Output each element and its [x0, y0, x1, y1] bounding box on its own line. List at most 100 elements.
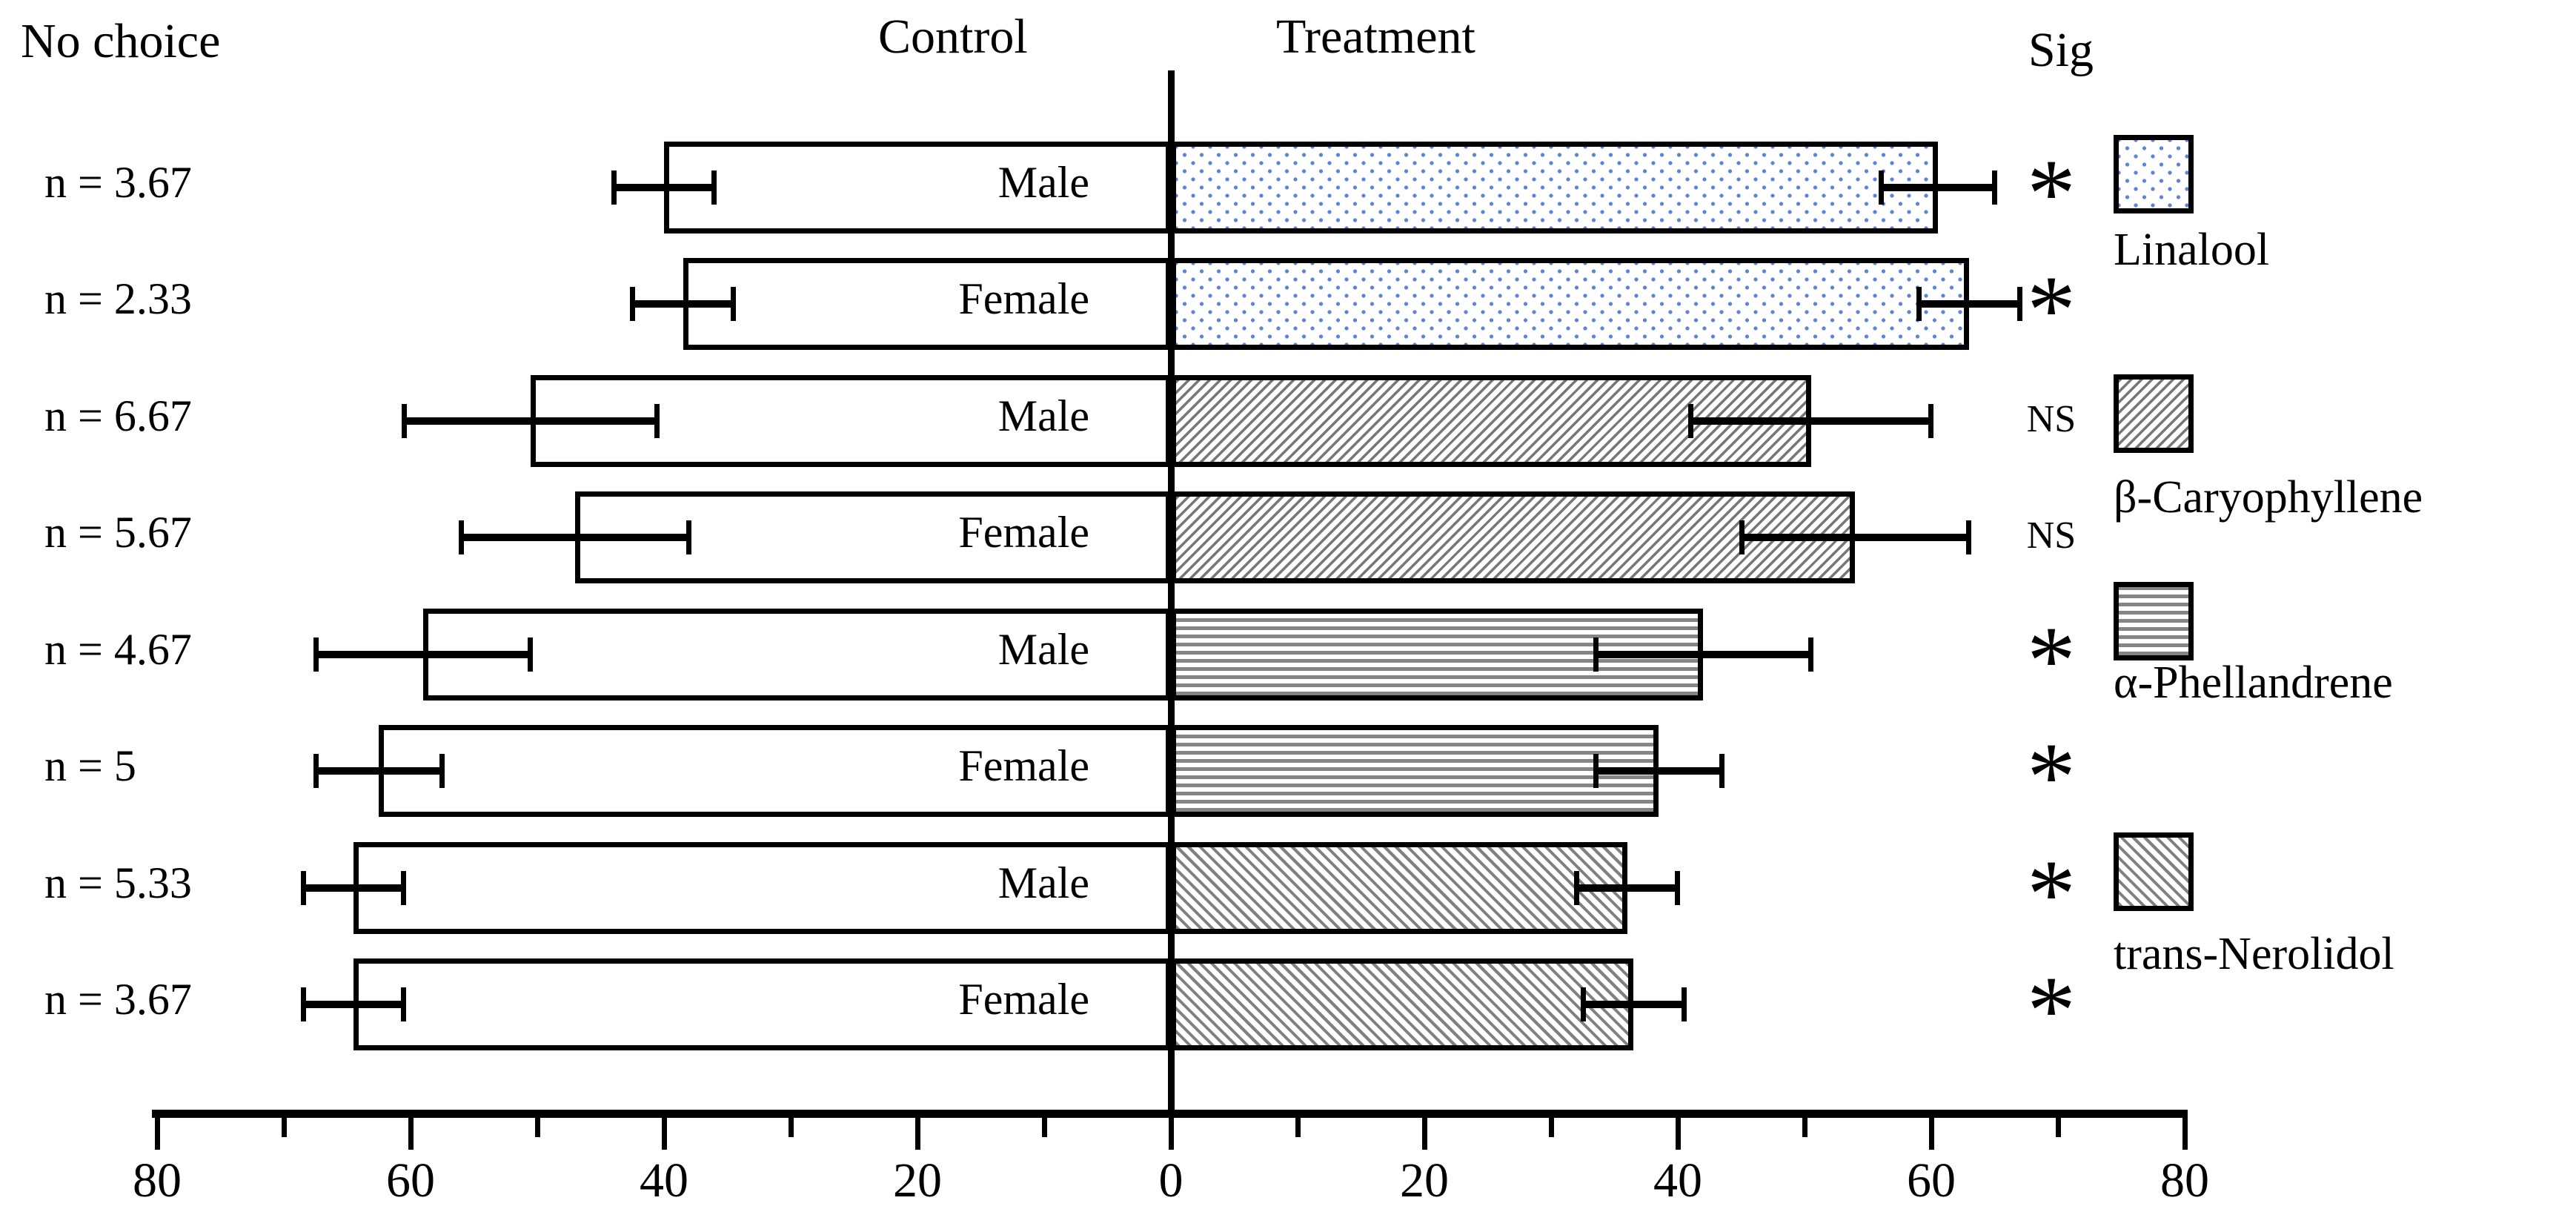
treatment-bar — [1171, 725, 1659, 817]
treatment-error-bar-cap-outer — [1739, 520, 1745, 554]
control-error-bar-line — [632, 300, 734, 308]
n-value-label: n = 5.67 — [44, 508, 192, 557]
x-axis-tick-label: 80 — [2160, 1153, 2209, 1208]
treatment-error-bar-cap-inner — [1966, 520, 1972, 554]
control-bar — [423, 608, 1171, 701]
sig-column-header: Sig — [2028, 23, 2094, 77]
treatment-error-bar-cap-inner — [2016, 287, 2022, 321]
treatment-bar — [1171, 491, 1856, 583]
control-error-bar-cap-inner — [731, 287, 737, 321]
control-error-bar-cap-inner — [528, 637, 534, 672]
x-axis-major-tick — [154, 1117, 160, 1150]
treatment-error-bar-cap-inner — [1719, 754, 1724, 788]
control-error-bar-cap-outer — [300, 987, 306, 1021]
x-axis-major-tick — [1675, 1117, 1681, 1150]
treatment-error-bar-cap-outer — [1593, 637, 1599, 672]
x-axis-major-tick — [661, 1117, 667, 1150]
treatment-error-bar-cap-outer — [1580, 987, 1586, 1021]
treatment-error-bar-line — [1576, 884, 1678, 892]
legend-label: α-Phellandrene — [2114, 658, 2393, 708]
x-axis-tick-label: 20 — [893, 1153, 942, 1208]
n-value-label: n = 2.33 — [44, 274, 192, 323]
x-axis-line — [152, 1110, 2188, 1118]
sex-label: Female — [958, 508, 1089, 557]
sex-label: Female — [958, 274, 1089, 323]
treatment-error-bar-cap-outer — [1574, 870, 1580, 905]
x-axis-tick-label: 60 — [1907, 1153, 1956, 1208]
n-value-label: n = 3.67 — [44, 157, 192, 207]
treatment-error-bar-line — [1690, 417, 1931, 425]
x-axis-minor-tick — [1802, 1117, 1807, 1137]
x-axis-minor-tick — [1548, 1117, 1554, 1137]
x-axis-major-tick — [1928, 1117, 1934, 1150]
x-axis-minor-tick — [2055, 1117, 2061, 1137]
sex-label: Female — [958, 741, 1089, 790]
x-axis-tick-label: 20 — [1400, 1153, 1449, 1208]
treatment-error-bar-line — [1880, 183, 1995, 191]
control-error-bar-cap-outer — [459, 520, 465, 554]
control-bar — [683, 258, 1171, 350]
sex-label: Female — [958, 975, 1089, 1024]
control-error-bar-cap-outer — [402, 403, 408, 438]
control-error-bar-line — [613, 183, 715, 191]
treatment-error-bar-cap-outer — [1916, 287, 1922, 321]
treatment-column-header: Treatment — [1276, 10, 1475, 64]
treatment-error-bar-cap-inner — [1675, 870, 1680, 905]
control-error-bar-line — [302, 884, 405, 892]
legend-swatch — [2114, 374, 2194, 453]
x-axis-major-tick — [914, 1117, 920, 1150]
sig-asterisk: * — [2027, 722, 2076, 831]
sex-label: Male — [997, 157, 1089, 207]
legend-swatch — [2114, 582, 2194, 660]
treatment-bar — [1171, 958, 1634, 1050]
control-error-bar-line — [302, 1001, 405, 1008]
x-axis-major-tick — [1168, 1117, 1174, 1150]
control-error-bar-line — [315, 650, 531, 658]
treatment-error-bar-cap-inner — [1991, 170, 1997, 205]
sex-label: Male — [997, 391, 1089, 440]
sex-label: Male — [997, 624, 1089, 674]
x-axis-minor-tick — [788, 1117, 794, 1137]
control-error-bar-cap-inner — [401, 987, 407, 1021]
x-axis-major-tick — [1421, 1117, 1427, 1150]
n-value-label: n = 5 — [44, 741, 136, 790]
x-axis-major-tick — [2182, 1117, 2188, 1150]
x-axis-minor-tick — [1295, 1117, 1301, 1137]
treatment-error-bar-cap-inner — [1807, 637, 1813, 672]
treatment-bar — [1171, 374, 1811, 467]
control-column-header: Control — [878, 10, 1028, 64]
no-choice-header: No choice — [21, 14, 221, 68]
x-axis-minor-tick — [281, 1117, 287, 1137]
legend-swatch — [2114, 832, 2194, 911]
n-value-label: n = 3.67 — [44, 975, 192, 1024]
treatment-error-bar-line — [1582, 1001, 1684, 1008]
control-error-bar-cap-inner — [686, 520, 692, 554]
control-bar — [353, 841, 1171, 934]
control-error-bar-line — [315, 767, 442, 775]
sig-asterisk: * — [2027, 838, 2076, 948]
treatment-error-bar-cap-outer — [1688, 403, 1694, 438]
x-axis-tick-label: 0 — [1158, 1153, 1184, 1208]
x-axis-tick-label: 40 — [640, 1153, 688, 1208]
legend-label: Linalool — [2114, 225, 2270, 275]
sig-asterisk: * — [2027, 956, 2076, 1064]
x-axis-tick-label: 60 — [386, 1153, 435, 1208]
n-value-label: n = 4.67 — [44, 624, 192, 674]
treatment-bar — [1171, 141, 1938, 234]
treatment-error-bar-line — [1595, 650, 1811, 658]
control-error-bar-cap-outer — [611, 170, 617, 205]
treatment-bar — [1171, 258, 1970, 350]
legend-swatch — [2114, 135, 2194, 213]
sig-asterisk: * — [2027, 255, 2076, 364]
treatment-error-bar-cap-inner — [1928, 403, 1933, 438]
sig-asterisk: * — [2027, 605, 2076, 715]
x-axis-minor-tick — [1041, 1117, 1047, 1137]
treatment-error-bar-line — [1918, 300, 2020, 308]
control-error-bar-cap-outer — [313, 754, 319, 788]
legend-label: β-Caryophyllene — [2114, 472, 2423, 523]
control-error-bar-cap-outer — [300, 870, 306, 905]
x-axis-major-tick — [408, 1117, 414, 1150]
treatment-error-bar-cap-outer — [1593, 754, 1599, 788]
